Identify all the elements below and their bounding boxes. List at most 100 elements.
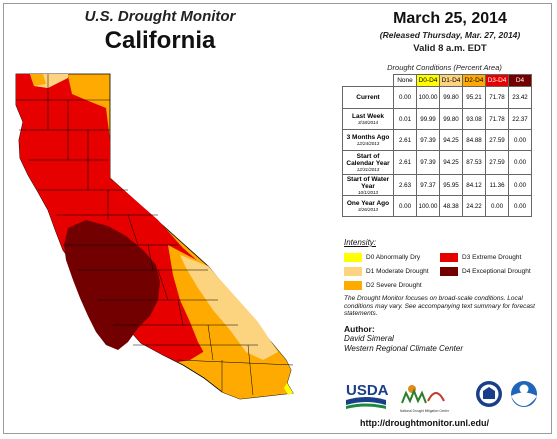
california-drought-map (15, 73, 294, 400)
table-cell: 2.63 (393, 174, 417, 196)
row-label: 3 Months Ago 12/24/2013 (342, 129, 394, 151)
table-cell: 99.80 (439, 86, 463, 109)
table-cell: 48.38 (439, 195, 463, 217)
row-label-text: Current (356, 94, 380, 101)
noaa-logo-icon (511, 381, 537, 407)
table-cell: 0.01 (393, 108, 417, 130)
ndmc-logo-text: National Drought Mitigation Center (400, 409, 450, 413)
table-title: Drought Conditions (Percent Area) (387, 63, 502, 72)
table-header-row: None D0-D4 D1-D4 D2-D4 D3-D4 D4 (343, 74, 532, 87)
row-label: Last Week 3/18/2014 (342, 108, 394, 130)
table-cell: 2.61 (393, 150, 417, 175)
author-name: David Simeral (344, 334, 394, 343)
monitor-url[interactable]: http://droughtmonitor.unl.edu/ (360, 418, 489, 428)
col-header: D3-D4 (485, 74, 509, 87)
doc-seal-icon (476, 381, 502, 407)
d0-area (284, 383, 293, 395)
legend-label: D0 Abnormally Dry (366, 254, 421, 261)
table-cell: 0.00 (508, 129, 532, 151)
table-cell: 0.00 (508, 174, 532, 196)
table-cell: 0.00 (508, 195, 532, 217)
legend-label: D2 Severe Drought (366, 282, 422, 289)
table-cell: 94.25 (439, 129, 463, 151)
table-cell: 97.37 (416, 174, 440, 196)
legend-label: D3 Extreme Drought (462, 254, 522, 261)
table-cell: 97.39 (416, 129, 440, 151)
table-cell: 27.59 (485, 150, 509, 175)
legend-label: D4 Exceptional Drought (462, 268, 531, 275)
usda-logo: USDA (346, 382, 389, 409)
d2-area-ne (30, 74, 46, 86)
col-header: None (393, 74, 417, 87)
table-row: 3 Months Ago 12/24/2013 2.61 97.39 94.25 84.8… (342, 129, 532, 151)
header-blank (343, 75, 394, 87)
legend-item: D0 Abnormally Dry (344, 253, 420, 262)
table-cell: 0.00 (393, 195, 417, 217)
partner-logos: USDA National Drought Mitigation Center (344, 375, 546, 415)
table-cell: 84.88 (462, 129, 486, 151)
table-cell: 95.21 (462, 86, 486, 109)
table-cell: 71.78 (485, 108, 509, 130)
table-row: Start of Calendar Year 12/31/2013 2.61 97.3… (342, 150, 532, 175)
legend-swatch (344, 253, 362, 262)
row-label: Start of Calendar Year 12/31/2013 (342, 150, 394, 175)
table-row: Start of Water Year 10/1/2013 2.63 97.37 95.… (342, 174, 532, 196)
author-org: Western Regional Climate Center (344, 344, 464, 353)
row-label: Current (342, 86, 394, 109)
table-cell: 0.00 (508, 150, 532, 175)
table-row: Last Week 3/18/2014 0.01 99.99 99.80 93.08 71.… (342, 108, 532, 130)
author-heading: Author: (344, 324, 375, 334)
drought-stats-table: None D0-D4 D1-D4 D2-D4 D3-D4 D4 Current 0… (342, 74, 532, 217)
map-frame (3, 3, 552, 434)
disclaimer-note: The Drought Monitor focuses on broad-sca… (344, 295, 535, 317)
legend-label: D1 Moderate Drought (366, 268, 429, 275)
row-label: Start of Water Year 10/1/2013 (342, 174, 394, 196)
legend-item: D1 Moderate Drought (344, 267, 429, 276)
title-block: U.S. Drought Monitor California (60, 8, 260, 55)
table-cell: 71.78 (485, 86, 509, 109)
row-date: 3/26/2013 (357, 207, 379, 212)
row-label-text: Start of Water Year (346, 175, 390, 190)
col-header: D2-D4 (462, 74, 486, 87)
usda-logo-text: USDA (346, 382, 389, 399)
valid-time: Valid 8 a.m. EDT (413, 43, 487, 54)
col-header: D4 (508, 74, 532, 87)
legend-swatch (440, 253, 458, 262)
legend-title: Intensity: (344, 238, 377, 247)
table-cell: 22.37 (508, 108, 532, 130)
col-header: D1-D4 (439, 74, 463, 87)
legend-swatch (344, 267, 362, 276)
release-date: (Released Thursday, Mar. 27, 2014) (379, 30, 521, 40)
legend-item: D3 Extreme Drought (440, 253, 521, 262)
table-cell: 2.61 (393, 129, 417, 151)
map-subtitle: U.S. Drought Monitor (84, 8, 236, 25)
table-cell: 94.25 (439, 150, 463, 175)
author-block: Author: David Simeral Western Regional C… (344, 324, 463, 354)
table-cell: 84.12 (462, 174, 486, 196)
legend-swatch (344, 281, 362, 290)
table-row: Current 0.00 100.00 99.80 95.21 71.78 23.42 (342, 86, 532, 109)
table-cell: 100.00 (416, 195, 440, 217)
row-label-text: Last Week (351, 113, 385, 120)
row-label: One Year Ago 3/26/2013 (342, 195, 394, 217)
county-lines (16, 74, 294, 396)
table-cell: 93.08 (462, 108, 486, 130)
table-cell: 97.39 (416, 150, 440, 175)
table-cell: 99.99 (416, 108, 440, 130)
table-cell: 87.53 (462, 150, 486, 175)
row-label-text: Start of Calendar Year (346, 153, 390, 167)
ndmc-logo: National Drought Mitigation Center (400, 385, 450, 413)
legend-item: D2 Severe Drought (344, 281, 422, 290)
row-date: 3/18/2014 (357, 120, 379, 125)
legend-swatch (440, 267, 458, 276)
table-cell: 99.80 (439, 108, 463, 130)
col-header: D0-D4 (416, 74, 440, 87)
row-date: 12/31/2013 (356, 167, 380, 172)
row-date: 10/1/2013 (357, 189, 379, 195)
map-date: March 25, 2014 (393, 10, 507, 27)
state-title: California (104, 27, 216, 54)
d4-area (64, 220, 160, 350)
table-cell: 23.42 (508, 86, 532, 109)
table-cell: 0.00 (393, 86, 417, 109)
row-label-text: 3 Months Ago (346, 134, 390, 141)
